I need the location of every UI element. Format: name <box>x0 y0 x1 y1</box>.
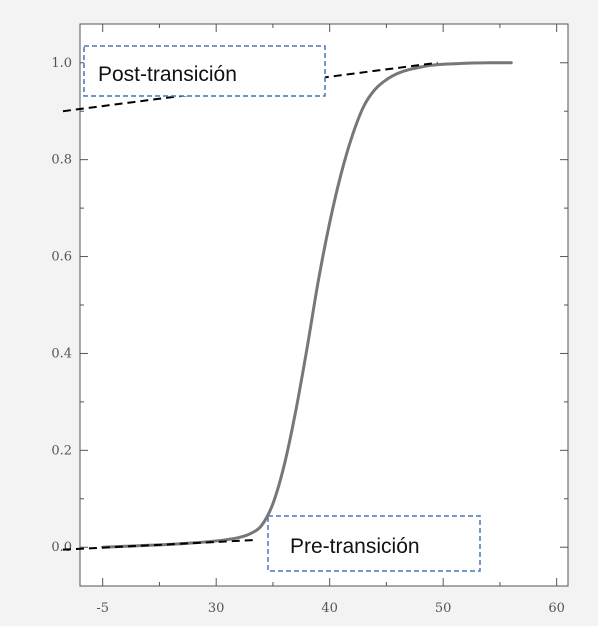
plot-frame <box>79 23 569 587</box>
post-transition-label: Post-transición <box>98 63 237 86</box>
x-tick-label: 40 <box>321 601 338 616</box>
y-tick-label: 0.2 <box>51 443 72 458</box>
data-series <box>101 61 513 549</box>
sigmoid-curve <box>101 61 513 549</box>
x-tick-label: -5 <box>96 601 109 616</box>
pre-transition-label: Pre-transición <box>290 535 420 558</box>
tick-labels: 0.0 0.2 0.4 0.6 0.8 1.0 -5 30 40 50 60 <box>51 56 565 616</box>
post-transition-box <box>83 45 326 97</box>
y-tick-label: 0.0 <box>51 540 72 555</box>
y-tick-label: 0.6 <box>51 250 72 265</box>
y-tick-label: 0.4 <box>51 346 72 361</box>
x-tick-label: 30 <box>208 601 225 616</box>
pre-transition-box <box>267 515 481 572</box>
y-tick-label: 1.0 <box>51 56 72 71</box>
y-tick-label: 0.8 <box>51 153 72 168</box>
x-tick-label: 60 <box>548 601 565 616</box>
pre-transition-baseline <box>62 538 256 551</box>
x-tick-label: 50 <box>435 601 452 616</box>
tick-marks <box>80 24 568 586</box>
